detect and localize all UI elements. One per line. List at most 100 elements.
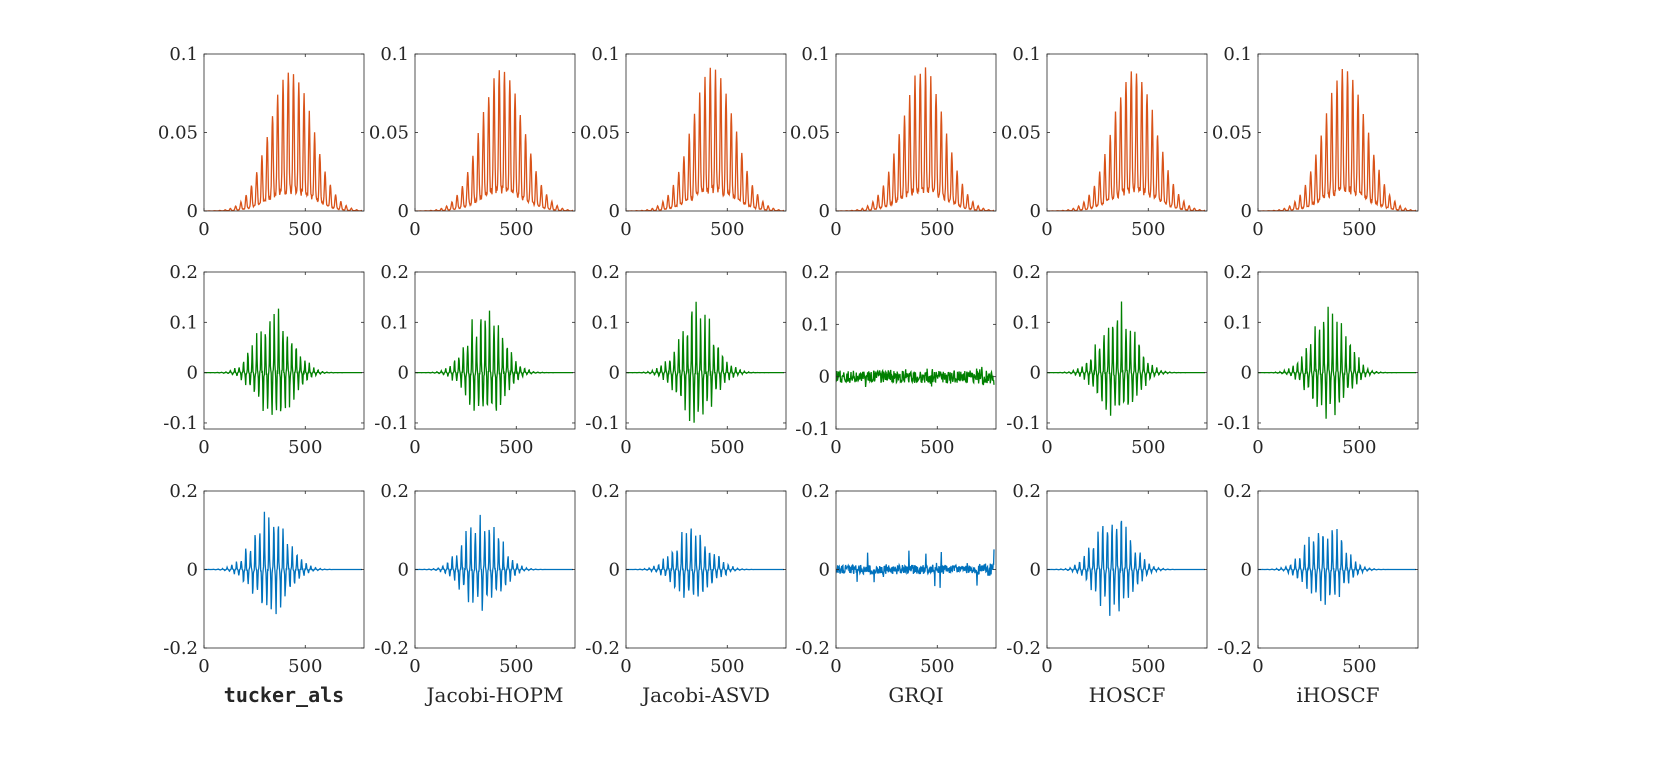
method-label-hoscf: HOSCF [1089,683,1166,707]
y-tick-label: 0.2 [1012,481,1041,502]
y-tick-label: -0.1 [1217,413,1252,434]
panel-row-1-grqi: 0 0.05 0.1 0 500 [790,44,997,240]
y-tick-label: 0.05 [369,123,409,144]
x-tick-label: 500 [499,656,533,677]
x-tick-label: 0 [830,437,841,458]
y-tick-label: 0 [1030,363,1041,384]
series-line-row-2-hoscf [1047,301,1205,416]
y-tick-label: 0.2 [169,262,198,283]
y-tick-label: 0.1 [380,44,409,65]
axes-box [835,271,997,430]
y-tick-label: 0.1 [1012,312,1041,333]
series-line-row-3-jacobi-asvd [626,528,784,598]
panel-row-1-jacobi-hopm: 0 0.05 0.1 0 500 [369,44,576,240]
axes-box [414,271,576,430]
method-labels: tucker_als Jacobi-HOPM Jacobi-ASVD GRQI HOSC… [224,683,1380,707]
y-tick-label: -0.1 [795,419,830,440]
y-tick-label: 0.1 [1012,44,1041,65]
axes-box [625,271,787,430]
panel-row-2-hoscf: -0.100.10.20 500 [1006,262,1208,458]
x-tick-label: 0 [620,656,631,677]
y-tick-label: 0.2 [591,262,620,283]
y-tick-label: 0.2 [380,481,409,502]
series-line-row-1-jacobi-hopm [415,70,573,211]
y-tick-label: -0.1 [585,413,620,434]
y-tick-label: 0 [1241,201,1252,222]
x-tick-label: 500 [499,219,533,240]
x-tick-label: 500 [1342,437,1376,458]
x-tick-label: 500 [920,437,954,458]
series-line-row-2-tucker_als [204,308,362,415]
x-tick-label: 0 [1252,219,1263,240]
panel-row-3-jacobi-asvd: -0.200.20 500 [585,481,787,677]
y-tick-label: 0 [187,363,198,384]
series-line-row-1-tucker_als [204,72,363,211]
series-line-row-2-jacobi-asvd [626,301,784,423]
x-tick-label: 500 [710,219,744,240]
panel-row-2-tucker_als: -0.100.10.20 500 [163,262,365,458]
y-tick-label: 0 [609,201,620,222]
y-tick-label: -0.2 [585,638,620,659]
y-tick-label: -0.2 [374,638,409,659]
x-tick-label: 500 [288,437,322,458]
y-tick-label: 0.2 [801,262,830,283]
y-tick-label: 0.2 [380,262,409,283]
x-tick-label: 0 [1041,656,1052,677]
y-tick-label: -0.2 [1006,638,1041,659]
x-tick-label: 0 [1252,656,1263,677]
x-tick-label: 500 [1342,219,1376,240]
y-tick-label: 0.05 [1212,123,1252,144]
x-tick-label: 0 [620,437,631,458]
x-tick-label: 0 [1041,437,1052,458]
y-tick-label: 0.2 [591,481,620,502]
panel-row-3-grqi: -0.200.20 500 [795,481,997,677]
x-tick-label: 500 [1131,656,1165,677]
y-tick-label: 0 [187,201,198,222]
axes-box [203,271,365,430]
series-line-row-1-ihoscf [1258,68,1416,211]
x-tick-label: 0 [198,656,209,677]
y-tick-label: 0.05 [580,123,620,144]
y-tick-label: 0 [1241,560,1252,581]
y-tick-label: 0 [609,363,620,384]
series-line-row-3-ihoscf [1258,528,1416,605]
y-tick-label: 0.2 [169,481,198,502]
x-tick-label: 500 [920,656,954,677]
y-tick-label: 0.2 [1223,262,1252,283]
series-line-row-2-jacobi-hopm [415,310,573,411]
y-tick-label: 0.2 [1223,481,1252,502]
series-line-row-2-grqi [836,366,995,388]
series-line-row-1-jacobi-asvd [626,67,785,211]
y-tick-label: 0.1 [1223,312,1252,333]
y-tick-label: 0.1 [169,312,198,333]
series-line-row-1-hoscf [1047,71,1205,211]
y-tick-label: 0 [1030,560,1041,581]
y-tick-label: 0 [609,560,620,581]
y-tick-label: 0 [819,201,830,222]
y-tick-label: -0.1 [1006,413,1041,434]
series-line-row-3-tucker_als [204,511,362,615]
x-tick-label: 0 [409,219,420,240]
y-tick-label: 0 [819,367,830,388]
series-line-row-3-hoscf [1047,520,1205,616]
x-tick-label: 0 [830,656,841,677]
axes-box [1046,271,1208,430]
y-tick-label: -0.1 [163,413,198,434]
y-tick-label: 0.1 [169,44,198,65]
series-line-row-3-jacobi-hopm [415,514,573,611]
panel-row-2-jacobi-hopm: -0.100.10.20 500 [374,262,576,458]
y-tick-label: 0.05 [1001,123,1041,144]
x-tick-label: 500 [288,219,322,240]
y-tick-label: 0 [1241,363,1252,384]
x-tick-label: 0 [830,219,841,240]
panels-grid: 0 0.05 0.1 0 500 0 0.05 0.1 0 500 0 0.05 0.1 0 500 0 0.0… [158,44,1419,677]
x-tick-label: 500 [710,437,744,458]
panel-row-1-hoscf: 0 0.05 0.1 0 500 [1001,44,1208,240]
y-tick-label: 0.05 [158,123,198,144]
x-tick-label: 500 [1131,219,1165,240]
y-tick-label: 0 [398,363,409,384]
y-tick-label: 0.1 [591,44,620,65]
panel-row-1-tucker_als: 0 0.05 0.1 0 500 [158,44,365,240]
y-tick-label: 0.2 [1012,262,1041,283]
y-tick-label: 0.05 [790,123,830,144]
